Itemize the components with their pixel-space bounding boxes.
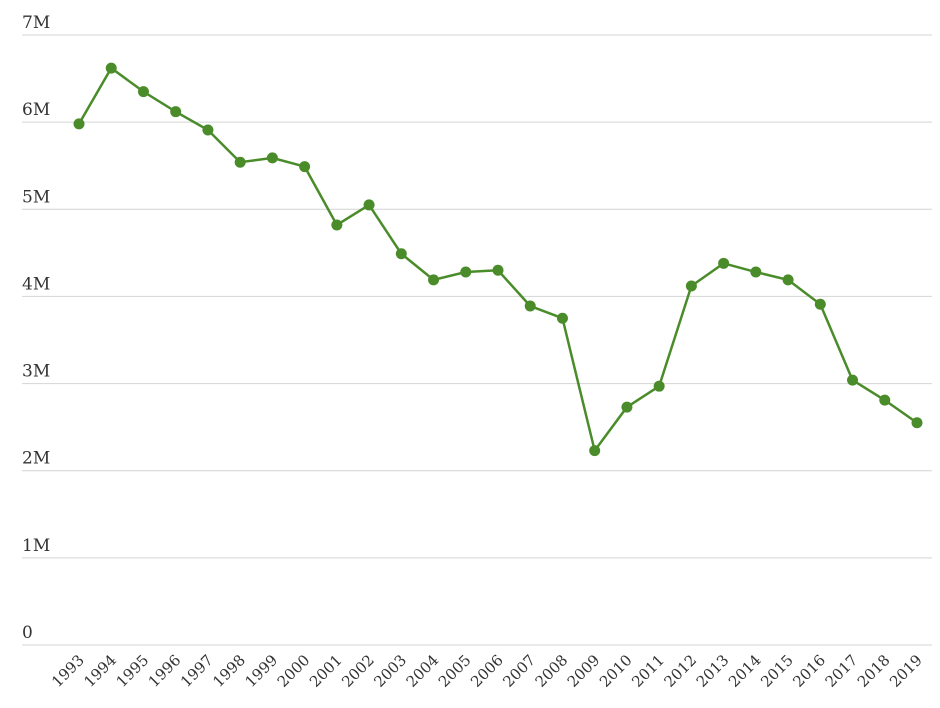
data-point [202,124,214,136]
x-tick-label: 2003 [370,651,410,691]
x-tick-label: 1996 [145,651,185,691]
data-point [170,106,182,118]
x-tick-label: 1993 [48,651,88,691]
x-tick-label: 2018 [854,651,894,691]
x-tick-label: 2010 [596,651,636,691]
data-point [589,445,601,457]
x-tick-label: 2001 [306,651,346,691]
data-point [492,264,504,276]
data-point [653,380,665,392]
data-point [460,266,472,278]
x-tick-label: 2016 [789,651,829,691]
x-tick-label: 2015 [757,651,797,691]
x-tick-label: 1998 [209,651,249,691]
x-tick-label: 2011 [628,651,668,691]
y-tick-label: 3M [22,362,50,382]
data-point [331,219,343,231]
x-tick-label: 1994 [80,651,120,691]
data-point [395,248,407,260]
data-point [814,298,826,310]
x-tick-label: 2005 [435,651,475,691]
data-point [105,62,117,74]
x-tick-label: 2013 [693,651,733,691]
data-point [524,300,536,312]
data-point [363,199,375,211]
y-tick-label: 7M [22,13,50,33]
data-point [847,374,859,386]
x-tick-label: 2017 [822,651,862,691]
data-point [73,118,85,130]
y-tick-label: 0 [22,623,33,643]
y-tick-label: 1M [22,536,50,556]
data-point [750,266,762,278]
x-tick-label: 2004 [403,651,443,691]
data-point [266,152,278,164]
data-point [556,312,568,324]
x-tick-label: 1999 [241,651,281,691]
x-tick-label: 2007 [499,651,539,691]
y-tick-label: 2M [22,449,50,469]
data-point [879,394,891,406]
data-point [621,401,633,413]
x-tick-label: 2019 [886,651,926,691]
x-tick-label: 1995 [113,651,153,691]
data-point [782,274,794,286]
data-point [299,161,311,173]
data-point [911,417,923,429]
data-point [428,274,440,286]
x-tick-label: 2014 [725,651,765,691]
x-tick-label: 2009 [564,651,604,691]
y-tick-label: 5M [22,187,50,207]
x-tick-label: 2002 [338,651,378,691]
data-point [718,257,730,269]
data-line [77,66,918,454]
x-tick-label: 2008 [532,651,572,691]
y-tick-label: 6M [22,100,50,120]
y-tick-label: 4M [22,274,50,294]
x-tick-label: 2012 [660,651,700,691]
x-tick-label: 2000 [274,651,314,691]
x-tick-label: 2006 [467,651,507,691]
x-tick-label: 1997 [177,651,217,691]
data-point [137,86,149,98]
data-point [685,280,697,292]
data-point [234,156,246,168]
